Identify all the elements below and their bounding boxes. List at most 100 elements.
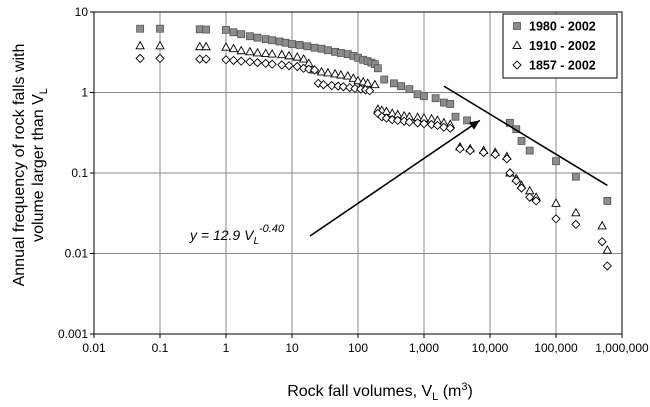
data-point-triangle [343,70,353,80]
data-point-square [324,46,332,55]
y-tick-label: 0.001 [58,327,88,341]
data-point-square [517,137,526,145]
y-axis-title-line2-main: volume larger than V [30,94,47,242]
data-point-triangle [362,78,373,87]
data-point-square [222,25,230,34]
fit-equation-main: y = 12.9 V [189,227,255,243]
data-point-triangle [551,198,561,207]
data-point-triangle [571,207,581,217]
data-point-square [380,75,389,84]
data-point-square [463,116,472,125]
data-point-triangle [370,79,380,89]
data-point-square [195,25,204,34]
y-axis-title-line2: volume larger than VL [30,88,50,242]
legend-label: 1910 - 2002 [529,39,596,53]
x-tick-label: 100,000 [534,341,578,355]
data-point-triangle [292,52,302,61]
data-point-diamond [465,145,475,156]
data-point-triangle [298,53,309,63]
legend-marker-square [513,22,521,30]
series-square [136,24,612,205]
fit-equation-sub: L [253,236,259,247]
y-tick-label: 0.1 [71,166,88,180]
data-point-square [288,40,296,48]
data-point-diamond [551,214,561,224]
x-tick-label: 0.01 [82,341,106,355]
x-axis-title-unit: (m [438,383,461,400]
y-tick-label: 0.01 [65,247,89,261]
series-diamond [135,53,612,271]
data-point-triangle [228,43,239,53]
y-tick-label: 1 [81,86,88,100]
data-point-triangle [336,69,346,79]
data-point-triangle [323,67,333,77]
x-axis-ticks: 0.01 0.1 1 10 100 1,000 10,000 100,000 1,000,000 [82,334,649,355]
data-point-diamond [267,59,277,69]
x-tick-label: 100 [348,341,368,355]
data-point-square [420,92,428,101]
data-point-diamond [404,117,414,127]
data-point-diamond [426,119,437,130]
legend-box [502,13,618,79]
data-point-square [281,38,290,47]
legend-marker-diamond [512,60,522,70]
x-tick-label: 1,000,000 [595,341,649,355]
data-point-diamond [261,58,271,69]
series-layer [135,24,613,271]
legend-label: 1857 - 2002 [529,59,596,73]
x-axis-title: Rock fall volumes, VL (m3) [287,381,473,403]
data-point-square [136,24,145,33]
data-point-square [317,44,326,53]
data-point-diamond [412,118,423,128]
data-point-square [245,32,254,41]
data-point-diamond [602,261,612,271]
data-point-square [295,41,304,49]
data-point-diamond [387,115,397,125]
data-point-square [413,90,422,99]
data-point-diamond [419,119,429,129]
data-point-diamond [439,122,449,132]
y-tick-label: 10 [75,5,89,19]
data-point-triangle [221,42,231,51]
data-point-triangle [597,220,607,230]
data-point-square [303,42,312,51]
data-point-square [552,157,560,166]
data-point-triangle [316,66,327,76]
y-axis-title-line1: Annual frequency of rock falls with [11,44,28,287]
fit-arrowhead [468,120,480,130]
data-point-square [336,49,345,57]
data-point-square [156,24,164,33]
series-triangle [135,40,613,254]
data-point-diamond [284,61,294,71]
data-point-square [310,43,319,52]
data-point-triangle [348,73,359,82]
data-point-diamond [318,80,329,90]
data-point-diamond [236,56,246,66]
x-axis-title-sub: L [432,391,438,403]
legend-label: 1980 - 2002 [529,20,596,34]
data-point-diamond [455,144,465,154]
data-point-square [261,35,270,44]
data-point-diamond [516,183,527,193]
data-point-triangle [284,50,294,60]
data-point-triangle [267,48,277,58]
data-point-diamond [201,54,211,64]
data-point-diamond [531,196,541,206]
data-point-triangle [260,48,271,57]
data-point-square [397,82,406,91]
data-point-diamond [155,53,165,64]
y-axis-ticks: 0.001 0.01 0.1 1 10 [58,5,94,341]
data-point-triangle [277,49,287,59]
data-point-diamond [505,168,515,178]
data-point-square [446,100,455,108]
x-tick-label: 10,000 [472,341,509,355]
data-point-diamond [393,115,403,126]
data-point-diamond [195,54,205,64]
data-point-square [229,28,238,37]
data-point-diamond [245,57,255,67]
fit-layer: y = 12.9 VL-0.40 [189,85,608,247]
data-point-square [571,172,580,181]
data-point-triangle [330,68,340,78]
data-point-triangle [155,40,165,50]
